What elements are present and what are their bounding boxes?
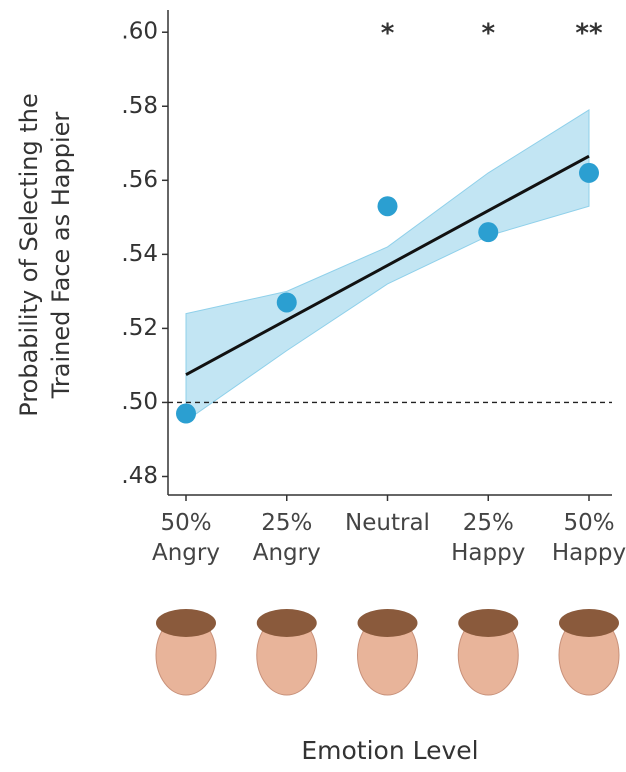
x-axis-title: Emotion Level: [301, 736, 478, 765]
x-tick-label: 25% Angry: [252, 510, 321, 566]
fit-line: [185, 154, 590, 376]
data-point: [478, 222, 499, 243]
y-tick-label: .52: [121, 315, 158, 341]
y-tick-label: .60: [121, 19, 158, 45]
significance-annotation: *: [381, 19, 395, 49]
significance-annotation: **: [575, 19, 603, 49]
y-tick-label: .56: [121, 167, 158, 193]
face-hair: [458, 609, 519, 637]
x-tick-label: 50% Angry: [152, 510, 220, 566]
y-tick-label: .48: [121, 463, 158, 489]
face-hair: [256, 609, 317, 637]
y-tick-label: .50: [121, 389, 158, 415]
face-hair: [357, 609, 418, 637]
data-point: [579, 162, 599, 183]
y-tick-label: .54: [121, 241, 158, 267]
x-tick-label: 25% Happy: [451, 510, 526, 566]
face-hair: [156, 609, 216, 637]
data-point: [377, 196, 398, 217]
data-point: [276, 292, 297, 313]
significance-annotation: *: [481, 19, 495, 49]
x-tick-label: Neutral: [345, 510, 430, 536]
y-axis-title: Probability of Selecting the: [15, 93, 43, 416]
x-tick-label: 50% Happy: [551, 510, 626, 566]
y-tick-label: .58: [121, 93, 158, 119]
face-hair: [559, 609, 619, 637]
data-point: [176, 403, 196, 424]
y-axis-title: Trained Face as Happier: [47, 112, 75, 400]
